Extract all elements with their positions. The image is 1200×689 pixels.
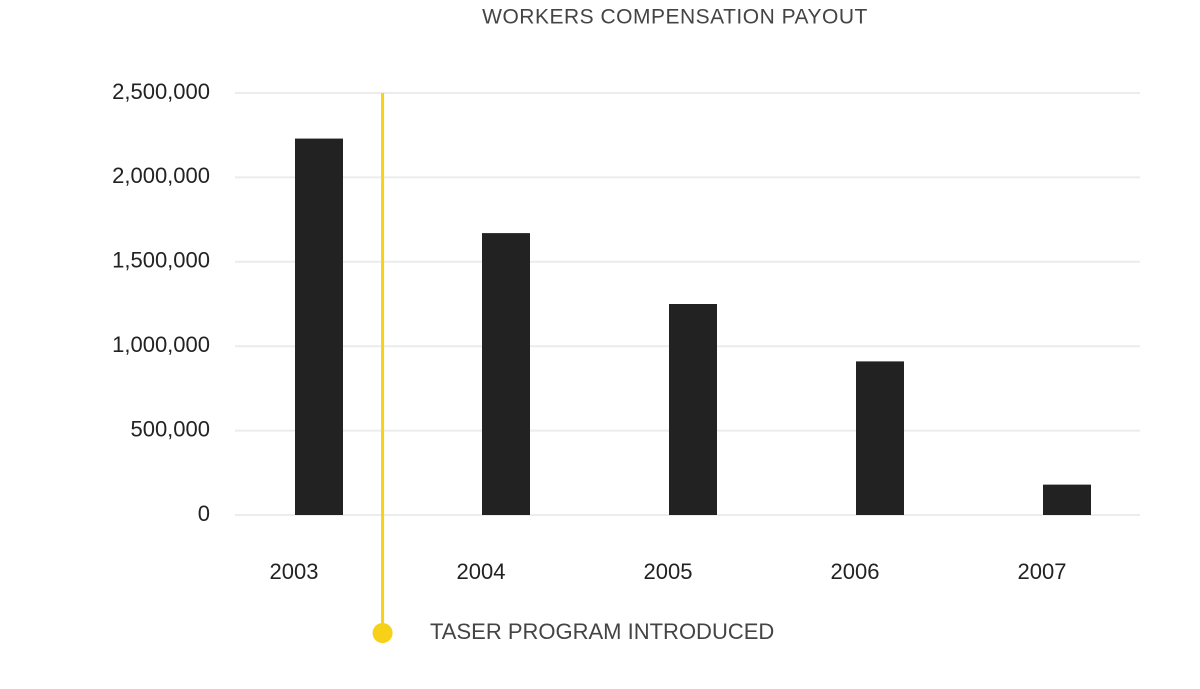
y-tick-label: 0 bbox=[198, 501, 210, 526]
x-tick-label: 2003 bbox=[270, 559, 319, 584]
y-tick-label: 2,000,000 bbox=[112, 163, 210, 188]
y-tick-label: 1,000,000 bbox=[112, 332, 210, 357]
bar bbox=[856, 361, 904, 515]
bar bbox=[482, 233, 530, 515]
annotation-text: TASER PROGRAM INTRODUCED bbox=[430, 619, 774, 644]
x-tick-label: 2005 bbox=[644, 559, 693, 584]
bar bbox=[669, 304, 717, 515]
x-tick-label: 2004 bbox=[457, 559, 506, 584]
bar bbox=[295, 138, 343, 516]
bar bbox=[1043, 484, 1091, 515]
x-tick-label: 2007 bbox=[1018, 559, 1067, 584]
y-tick-label: 2,500,000 bbox=[112, 79, 210, 104]
y-tick-label: 500,000 bbox=[130, 416, 210, 441]
y-tick-label: 1,500,000 bbox=[112, 248, 210, 273]
annotation-dot bbox=[372, 623, 393, 643]
chart-title: WORKERS COMPENSATION PAYOUT bbox=[482, 6, 868, 29]
x-tick-label: 2006 bbox=[831, 559, 880, 584]
